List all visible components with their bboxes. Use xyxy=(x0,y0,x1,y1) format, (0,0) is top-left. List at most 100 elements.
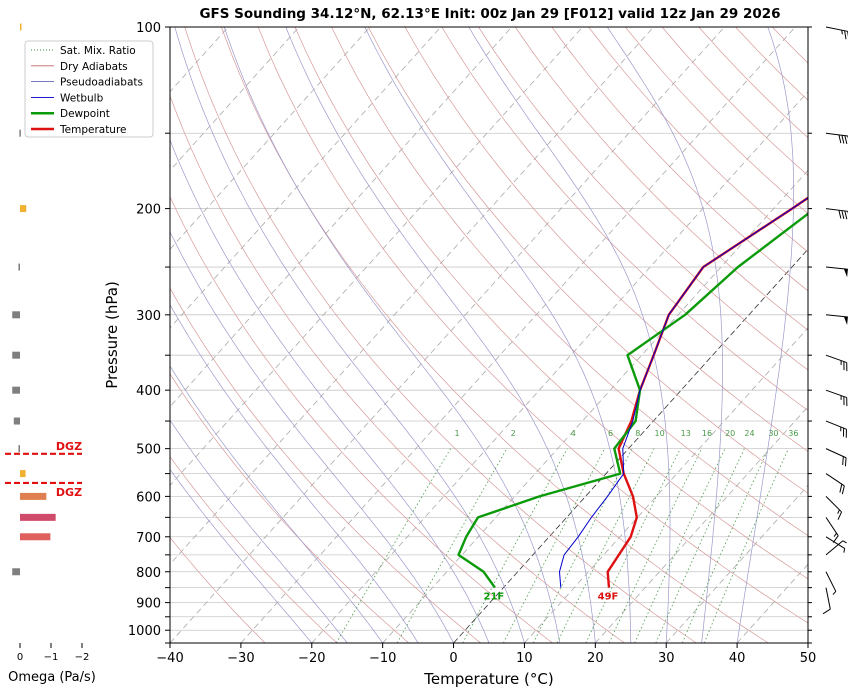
barb-full xyxy=(838,134,842,144)
barb-half xyxy=(843,548,846,553)
y-tick-label: 900 xyxy=(136,597,161,612)
barb-full xyxy=(841,485,845,495)
y-tick-label: 200 xyxy=(136,203,161,218)
y-tick-label: 800 xyxy=(136,566,161,581)
barb-staff xyxy=(825,517,839,536)
dgz-label: DGZ xyxy=(56,486,82,499)
isotherm-line xyxy=(807,642,808,643)
dgz-label: DGZ xyxy=(56,440,82,453)
mixing-ratio-line xyxy=(655,448,745,643)
omega-bar xyxy=(12,568,20,576)
wind-barb xyxy=(825,540,847,556)
series-temperature xyxy=(606,196,808,588)
mixing-ratio-line xyxy=(608,448,703,643)
wind-barb xyxy=(822,587,831,615)
x-tick-label: −10 xyxy=(369,651,396,666)
y-tick-label: 400 xyxy=(136,384,161,399)
dry-adiabat xyxy=(551,27,808,292)
omega-bar xyxy=(13,417,20,425)
pseudoadiabat xyxy=(170,303,419,643)
omega-axis-label: Omega (Pa/s) xyxy=(8,670,96,685)
mixing-ratio-label: 2 xyxy=(511,429,516,438)
dry-adiabat xyxy=(184,27,697,643)
dry-adiabat xyxy=(331,27,808,537)
mixing-ratio-label: 24 xyxy=(744,429,754,438)
pseudoadiabat xyxy=(170,365,383,643)
omega-bar xyxy=(19,129,21,137)
surface-temp-label: 49F xyxy=(598,592,619,603)
barb-full xyxy=(842,456,844,466)
isotherm-line xyxy=(170,27,442,329)
legend-label: Dewpoint xyxy=(60,108,110,120)
barb-full xyxy=(839,484,843,493)
mixing-ratio-label: 1 xyxy=(454,429,459,438)
barb-staff xyxy=(825,314,848,318)
barb-flag xyxy=(843,316,848,325)
mixing-ratio-line xyxy=(396,448,508,643)
chart-title: GFS Sounding 34.12°N, 62.13°E Init: 00z … xyxy=(199,6,780,22)
legend: Sat. Mix. Ratio Dry Adiabats Pseudoadiabat… xyxy=(24,40,154,138)
isotherm-line xyxy=(453,248,808,643)
isotherm-line xyxy=(240,27,796,643)
barb-full xyxy=(844,210,848,220)
pseudoadiabat xyxy=(170,419,348,643)
mixing-ratio-line xyxy=(532,448,633,643)
barb-staff xyxy=(825,420,847,430)
isotherm-line xyxy=(0,27,16,643)
wind-barb xyxy=(825,266,848,278)
barb-staff xyxy=(825,473,845,487)
mixing-ratio-label: 13 xyxy=(681,429,691,438)
barb-half xyxy=(841,30,843,35)
x-tick-label: 40 xyxy=(729,651,746,666)
x-tick-label: −40 xyxy=(156,651,183,666)
barb-staff xyxy=(825,448,847,459)
dry-adiabat xyxy=(514,27,808,331)
series-wetbulb xyxy=(559,197,808,588)
mixing-ratio-line xyxy=(681,448,769,643)
mixing-ratio-label: 8 xyxy=(635,429,640,438)
barb-half xyxy=(833,532,837,537)
y-tick-label: 600 xyxy=(136,490,161,505)
wind-barb xyxy=(825,389,848,407)
dry-adiabat xyxy=(294,27,808,580)
dry-adiabat xyxy=(478,27,808,371)
dry-adiabat xyxy=(170,287,481,643)
x-tick-label: 0 xyxy=(449,651,457,666)
isotherm-line xyxy=(170,27,725,643)
pseudoadiabat xyxy=(736,27,794,643)
pseudoadiabat xyxy=(170,139,490,643)
barb-flag xyxy=(843,268,848,278)
isotherm-line xyxy=(382,169,808,643)
isotherm-line xyxy=(170,27,300,172)
isotherm-line xyxy=(170,27,512,408)
barb-full xyxy=(844,457,847,467)
y-axis-label: Pressure (hPa) xyxy=(103,281,121,389)
barb-staff xyxy=(825,208,848,212)
pseudoadiabat xyxy=(285,27,596,643)
wind-barbs xyxy=(822,26,848,615)
barb-staff xyxy=(825,496,842,513)
mixing-ratio-label: 16 xyxy=(702,429,712,438)
legend-label: Pseudoadiabats xyxy=(60,77,143,89)
mixing-ratio-line xyxy=(703,448,789,643)
series-dewpoint xyxy=(457,212,808,589)
mixing-ratio-line xyxy=(585,448,681,643)
barb-staff xyxy=(825,266,848,270)
wind-barb xyxy=(825,420,847,438)
wind-barb xyxy=(825,354,848,372)
omega-bar xyxy=(18,445,20,453)
pseudoadiabat xyxy=(607,27,723,643)
wind-barb xyxy=(825,314,848,325)
pseudoadiabat xyxy=(170,468,313,643)
x-tick-label: −20 xyxy=(298,651,325,666)
plot-frame xyxy=(169,26,809,644)
omega-panel: 0 −1 −2 DGZ DGZ xyxy=(5,23,89,663)
dry-adiabat xyxy=(441,27,808,411)
mixing-ratio-line xyxy=(335,448,451,643)
x-tick-label: −30 xyxy=(227,651,254,666)
mixing-ratio-label: 6 xyxy=(608,429,613,438)
dry-adiabat xyxy=(170,195,553,643)
wind-barb xyxy=(825,536,846,553)
omega-bar xyxy=(12,311,20,319)
